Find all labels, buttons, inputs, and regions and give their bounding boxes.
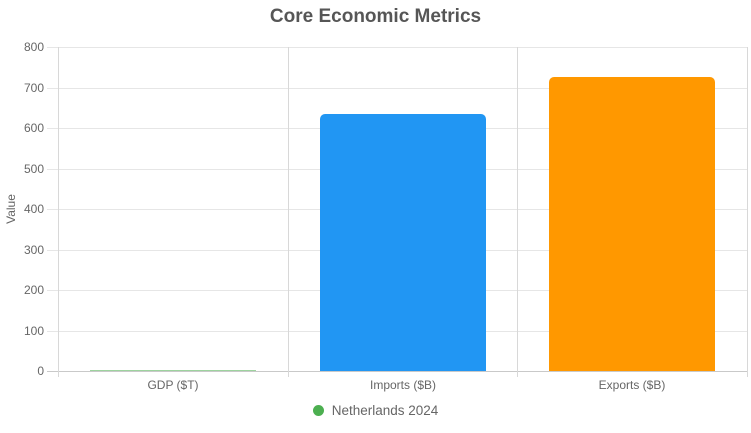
y-tick-label: 300 [23,243,44,257]
gridline-h [47,47,748,48]
legend[interactable]: Netherlands 2024 [0,403,751,419]
x-category-label: Exports ($B) [598,378,666,392]
chart-title: Core Economic Metrics [269,6,482,27]
bar-exports[interactable] [549,77,715,371]
y-tick-label: 600 [23,121,44,135]
y-tick-label: 800 [23,40,44,54]
x-category-label: GDP ($T) [147,378,199,392]
y-tick-label: 500 [23,162,44,176]
x-category-label: Imports ($B) [369,378,436,392]
y-axis-line [58,47,59,377]
y-tick-label: 400 [23,202,44,216]
legend-marker-icon [312,405,324,416]
y-tick-label: 0 [37,364,44,378]
gridline-v [288,47,289,377]
gridline-v [747,47,748,377]
gridline-v [517,47,518,377]
y-tick-label: 100 [23,324,44,338]
bar-gdp[interactable] [90,369,256,371]
gridline-h [47,88,748,89]
legend-label: Netherlands 2024 [331,403,439,418]
y-tick-label: 700 [23,81,44,95]
y-tick-label: 200 [23,283,44,297]
x-axis-baseline [47,371,748,372]
bar-imports[interactable] [320,113,486,371]
